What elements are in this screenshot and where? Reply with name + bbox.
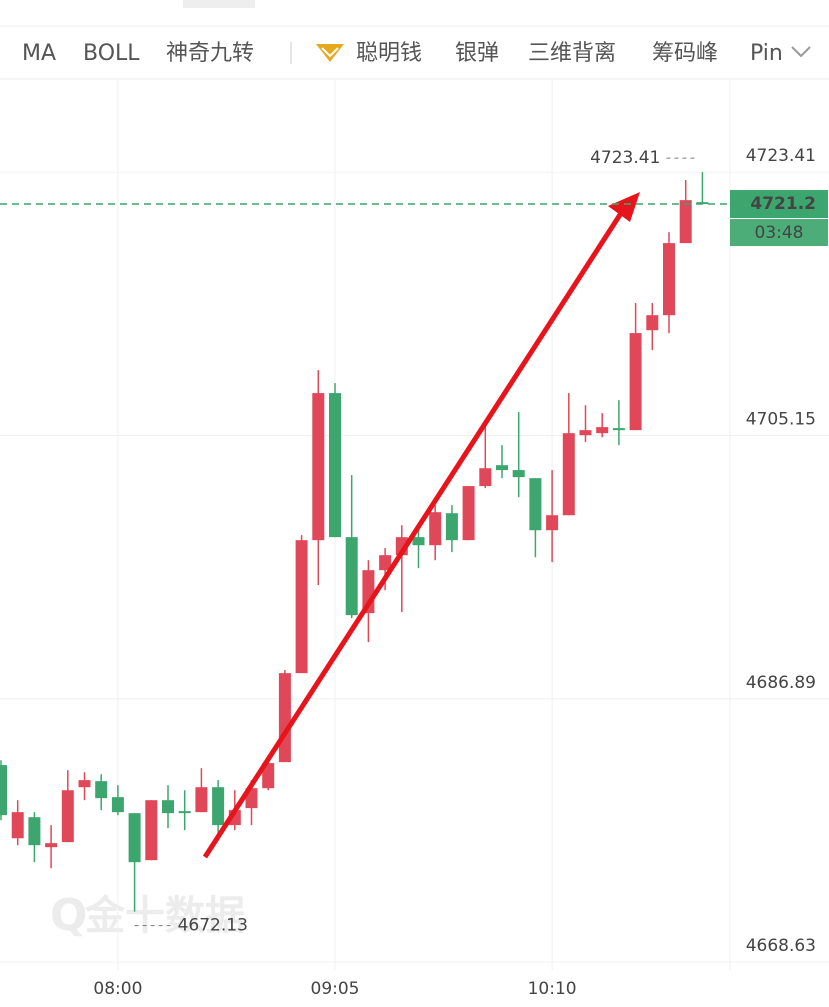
x-tick-label: 08:00 xyxy=(93,979,142,999)
candle-body xyxy=(546,515,559,531)
candle-body xyxy=(479,468,492,487)
candle-body xyxy=(529,478,542,531)
tab-stub xyxy=(183,0,255,8)
candle-body xyxy=(11,812,24,839)
diamond-icon-detail xyxy=(321,47,339,58)
min-label: 4672.13 xyxy=(178,916,248,936)
candle-body xyxy=(679,200,692,244)
candle-body xyxy=(145,800,158,861)
candle-body xyxy=(78,780,91,788)
arrow-shaft xyxy=(202,205,628,859)
candle-body xyxy=(696,202,709,205)
candle-body xyxy=(646,315,659,331)
candle-body xyxy=(95,781,108,799)
trend-arrow xyxy=(202,192,640,859)
toolbar-item[interactable]: 筹码峰 xyxy=(652,41,718,66)
toolbar-item[interactable]: 神奇九转 xyxy=(166,41,254,66)
candle-body xyxy=(612,428,625,431)
x-tick-label: 09:05 xyxy=(311,979,360,999)
y-tick-label: 4705.15 xyxy=(746,409,816,429)
toolbar-item[interactable]: BOLL xyxy=(83,41,140,66)
y-tick-label: 4668.63 xyxy=(746,936,816,956)
candle-body xyxy=(329,393,341,538)
candle-body xyxy=(195,787,208,813)
toolbar: MA BOLL 神奇九转 聪明钱 银弹 三维背离 筹码峰 Pin xyxy=(22,41,811,66)
candle-body xyxy=(345,537,358,616)
candle-body xyxy=(629,333,642,431)
candle-body xyxy=(295,540,308,674)
toolbar-item[interactable]: Pin xyxy=(750,41,783,66)
chevron[interactable] xyxy=(791,46,811,58)
candle-body xyxy=(596,427,609,434)
x-tick-label: 10:10 xyxy=(528,979,577,999)
candle-body xyxy=(262,763,275,789)
candle-body xyxy=(0,765,7,816)
toolbar-item[interactable]: 聪明钱 xyxy=(356,41,422,66)
candle-body xyxy=(512,470,525,478)
toolbar-item[interactable]: 三维背离 xyxy=(528,41,616,66)
candle-body xyxy=(212,787,225,826)
countdown-box xyxy=(730,219,828,247)
watermark: 金十数据 xyxy=(84,893,245,939)
candle-body xyxy=(429,512,442,546)
candle-body xyxy=(111,797,124,813)
candle-body xyxy=(579,430,592,436)
candle-body xyxy=(128,813,141,863)
candle-body xyxy=(178,811,191,814)
candle-body xyxy=(445,513,458,541)
current-price-box xyxy=(730,190,828,219)
candle-body xyxy=(278,673,291,763)
plot xyxy=(0,80,829,970)
candle-body xyxy=(28,817,41,846)
toolbar-item[interactable]: 银弹 xyxy=(455,41,499,66)
candle-body xyxy=(562,433,575,516)
candle-body xyxy=(412,537,425,546)
candle-body xyxy=(45,843,58,848)
candle-body xyxy=(379,555,392,571)
candle-body xyxy=(462,486,475,541)
candle-body xyxy=(61,790,74,843)
toolbar-item[interactable]: MA xyxy=(22,41,56,66)
diamond-icon xyxy=(316,44,344,62)
candle-body xyxy=(312,393,325,541)
countdown: 03:48 xyxy=(755,223,804,243)
watermark-icon: Q xyxy=(50,890,87,941)
candle-body xyxy=(162,800,174,814)
max-label: 4723.41 xyxy=(590,148,660,168)
candle-body xyxy=(663,243,675,316)
y-tick-label: 4723.41 xyxy=(746,146,816,166)
y-tick-label: 4686.89 xyxy=(746,673,816,693)
arrow-head xyxy=(608,192,640,222)
current-price-label: 4721.2 xyxy=(750,194,816,214)
candle-body xyxy=(496,465,508,471)
